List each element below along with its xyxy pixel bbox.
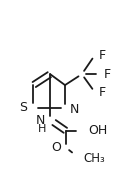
Text: OH: OH bbox=[88, 124, 107, 137]
Text: F: F bbox=[104, 68, 111, 81]
Text: H: H bbox=[38, 124, 47, 134]
Text: F: F bbox=[99, 49, 106, 62]
Text: N: N bbox=[36, 114, 45, 127]
Text: CH₃: CH₃ bbox=[84, 152, 106, 165]
Text: N: N bbox=[70, 103, 79, 116]
Text: O: O bbox=[51, 141, 61, 154]
Text: F: F bbox=[99, 85, 106, 99]
Text: S: S bbox=[19, 101, 27, 114]
